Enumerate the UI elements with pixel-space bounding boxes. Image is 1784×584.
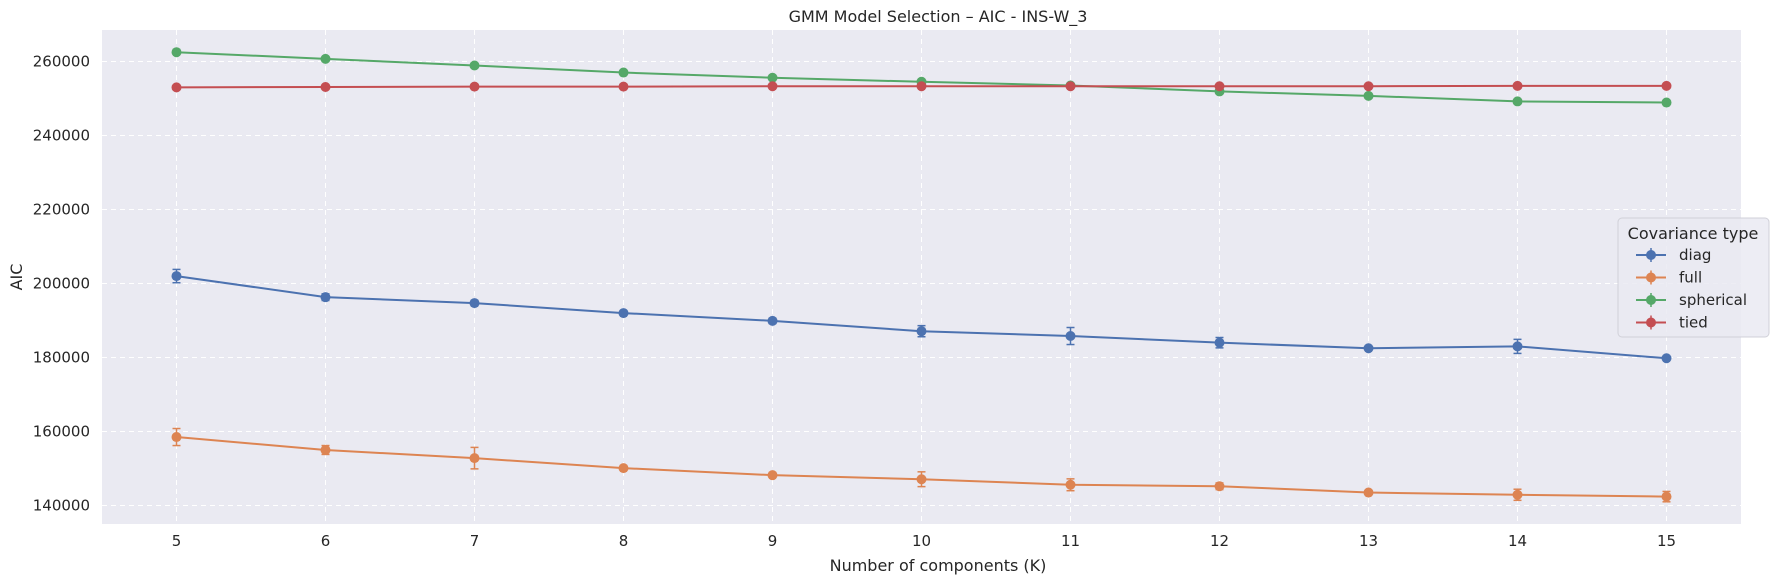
data-point-spherical (320, 53, 331, 64)
data-point-tied (171, 82, 182, 93)
x-tick-label: 15 (1657, 532, 1676, 550)
x-tick-label: 10 (912, 532, 931, 550)
x-tick-label: 8 (619, 532, 629, 550)
legend: Covariance type diag full spherical tied (1617, 217, 1770, 338)
data-point-full (320, 444, 331, 455)
data-point-tied (320, 81, 331, 92)
data-point-diag (320, 292, 331, 303)
data-point-tied (1512, 80, 1523, 91)
x-tick-label: 13 (1359, 532, 1378, 550)
x-tick-label: 6 (321, 532, 331, 550)
data-point-diag (469, 298, 480, 309)
data-point-full (618, 463, 629, 474)
y-tick-label: 160000 (33, 422, 90, 440)
data-point-spherical (1661, 97, 1672, 108)
data-point-tied (767, 81, 778, 92)
x-axis-ticks: 5 6 7 8 9 10 11 12 13 14 15 (172, 532, 1676, 550)
legend-swatch-marker (1646, 317, 1656, 328)
y-axis-ticks: 140000 160000 180000 200000 220000 240000 2600… (33, 52, 90, 514)
series-tied (171, 80, 1672, 93)
x-tick-label: 14 (1508, 532, 1527, 550)
series-layer (171, 47, 1672, 503)
series-full (171, 427, 1672, 503)
data-point-diag (1214, 337, 1225, 348)
legend-item-spherical: spherical (1636, 291, 1747, 309)
data-point-tied (916, 81, 927, 92)
legend-label: diag (1679, 246, 1711, 264)
data-point-diag (916, 326, 927, 337)
y-tick-label: 140000 (33, 496, 90, 514)
data-point-diag (767, 315, 778, 326)
x-tick-label: 11 (1061, 532, 1080, 550)
legend-title: Covariance type (1628, 224, 1759, 243)
data-point-full (767, 470, 778, 481)
legend-label: tied (1679, 314, 1708, 332)
x-tick-label: 9 (768, 532, 778, 550)
data-point-tied (1363, 81, 1374, 92)
data-point-spherical (767, 72, 778, 83)
y-tick-label: 220000 (33, 200, 90, 218)
chart-title: GMM Model Selection – AIC - INS-W_3 (789, 7, 1088, 27)
y-axis-title: AIC (7, 264, 26, 291)
data-point-tied (1661, 80, 1672, 91)
y-tick-label: 240000 (33, 126, 90, 144)
legend-item-tied: tied (1636, 314, 1708, 332)
data-point-spherical (1363, 90, 1374, 101)
legend-swatch-marker (1646, 295, 1656, 305)
legend-swatch-marker (1646, 272, 1656, 283)
data-point-full (171, 432, 182, 443)
data-point-diag (1363, 343, 1374, 354)
legend-item-diag: diag (1636, 246, 1711, 264)
x-axis-title: Number of components (K) (830, 556, 1047, 575)
legend-items: diag full spherical tied (1636, 246, 1747, 332)
data-point-full (1214, 481, 1225, 492)
data-point-full (1065, 479, 1076, 490)
data-point-diag (1512, 341, 1523, 352)
data-point-full (1661, 491, 1672, 502)
data-point-diag (1661, 353, 1672, 364)
legend-swatch-marker (1646, 250, 1656, 260)
y-tick-label: 260000 (33, 52, 90, 70)
legend-item-full: full (1636, 269, 1702, 287)
data-point-tied (1065, 81, 1076, 92)
y-tick-label: 180000 (33, 348, 90, 366)
data-point-diag (618, 308, 629, 319)
legend-box (1617, 217, 1770, 338)
data-point-full (469, 453, 480, 464)
data-point-spherical (171, 47, 182, 58)
y-tick-label: 200000 (33, 274, 90, 292)
data-point-tied (469, 81, 480, 92)
data-point-tied (1214, 81, 1225, 92)
x-tick-label: 7 (470, 532, 480, 550)
x-tick-label: 5 (172, 532, 182, 550)
series-diag (171, 268, 1672, 364)
data-point-tied (618, 81, 629, 92)
data-point-spherical (1512, 96, 1523, 107)
data-point-spherical (618, 67, 629, 78)
data-point-diag (171, 271, 182, 282)
data-point-full (916, 474, 927, 485)
data-point-spherical (469, 60, 480, 71)
data-point-full (1512, 489, 1523, 500)
data-point-full (1363, 487, 1374, 498)
legend-label: spherical (1679, 291, 1747, 309)
legend-label: full (1679, 269, 1702, 287)
data-point-diag (1065, 331, 1076, 342)
x-tick-label: 12 (1210, 532, 1229, 550)
